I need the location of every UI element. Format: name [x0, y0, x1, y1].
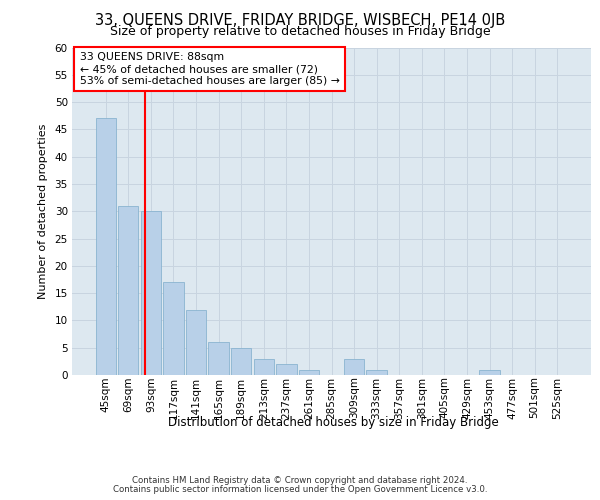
Bar — [163, 282, 184, 375]
Bar — [95, 118, 116, 375]
Text: 33, QUEENS DRIVE, FRIDAY BRIDGE, WISBECH, PE14 0JB: 33, QUEENS DRIVE, FRIDAY BRIDGE, WISBECH… — [95, 12, 505, 28]
Text: Distribution of detached houses by size in Friday Bridge: Distribution of detached houses by size … — [167, 416, 499, 429]
Bar — [208, 342, 229, 375]
Bar — [367, 370, 387, 375]
Bar — [479, 370, 500, 375]
Bar — [118, 206, 139, 375]
Text: 33 QUEENS DRIVE: 88sqm
← 45% of detached houses are smaller (72)
53% of semi-det: 33 QUEENS DRIVE: 88sqm ← 45% of detached… — [80, 52, 340, 86]
Text: Contains HM Land Registry data © Crown copyright and database right 2024.: Contains HM Land Registry data © Crown c… — [132, 476, 468, 485]
Text: Size of property relative to detached houses in Friday Bridge: Size of property relative to detached ho… — [110, 25, 490, 38]
Bar — [141, 211, 161, 375]
Bar — [254, 358, 274, 375]
Text: Contains public sector information licensed under the Open Government Licence v3: Contains public sector information licen… — [113, 485, 487, 494]
Bar — [186, 310, 206, 375]
Bar — [299, 370, 319, 375]
Bar — [231, 348, 251, 375]
Y-axis label: Number of detached properties: Number of detached properties — [38, 124, 47, 299]
Bar — [344, 358, 364, 375]
Bar — [276, 364, 296, 375]
